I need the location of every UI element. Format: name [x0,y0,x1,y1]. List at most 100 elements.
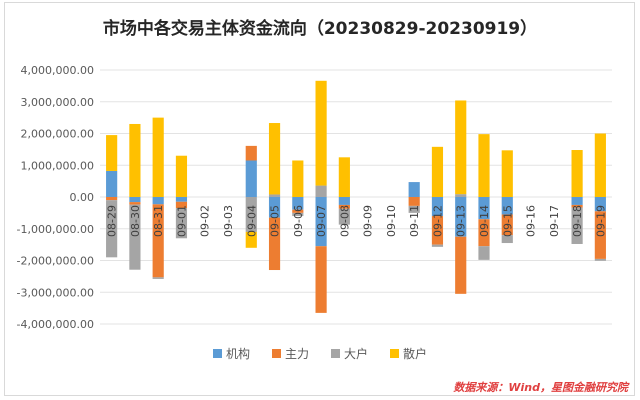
y-tick-label: -1,000,000.00 [17,223,94,236]
bar-segment [455,236,467,294]
bar-segment [152,277,164,279]
bar-segment [106,135,118,171]
y-tick-label: 4,000,000.00 [21,64,94,77]
bar-segment [152,197,164,205]
x-tick-label: 08-29 [106,205,119,237]
bar-segment [106,197,118,201]
bar-segment [129,202,141,205]
x-tick-label: 09-13 [455,205,468,237]
bar-segment [408,205,420,213]
y-axis-tick-labels: 4,000,000.00 3,000,000.00 2,000,000.00 1,00… [17,64,94,331]
x-tick-label: 09-05 [269,205,282,237]
chart-title: 市场中各交易主体资金流向（20230829-20230919） [102,19,538,39]
bar-segment [292,212,304,217]
legend-label: 散户 [403,347,428,361]
bar-segment [315,197,327,247]
bar-segment [571,150,583,197]
bars [106,80,606,313]
bar-segment [338,204,350,209]
x-tick-label: 09-01 [175,205,188,237]
bar-segment [431,244,444,247]
x-axis-tick-labels: 08-29 08-30 08-31 09-01 09-02 09-03 09-04 09-05… [106,205,608,237]
bar-segment [175,201,188,209]
legend-swatch [390,349,400,358]
x-tick-label: 09-08 [338,205,351,237]
legend-swatch [271,349,281,358]
x-tick-label: 09-18 [571,205,584,237]
bar-segment [245,145,257,161]
y-tick-label: -2,000,000.00 [17,255,94,268]
x-tick-label: 09-09 [362,205,375,237]
x-tick-label: 09-15 [501,205,514,237]
bar-segment [152,204,164,278]
bar-segment [315,185,327,197]
bar-segment [338,208,350,225]
y-tick-label: 3,000,000.00 [21,96,94,109]
bar-segment [175,197,188,202]
legend-label: 大户 [344,347,369,361]
x-tick-label: 09-07 [315,205,328,237]
bar-segment [338,157,350,197]
bar-segment [455,197,467,237]
legend-item: 机构 [212,345,250,362]
y-tick-label: 1,000,000.00 [21,159,94,172]
bar-segment [292,197,304,210]
x-tick-label: 08-30 [129,205,142,237]
bar-segment [501,150,513,197]
bar-segment [408,182,420,197]
legend: 机构 主力 大户 散户 [0,345,640,362]
x-tick-label: 09-19 [594,205,607,237]
bar-segment [571,207,583,244]
x-tick-label: 09-12 [431,205,444,237]
bar-segment [292,160,304,197]
bar-segment [594,258,606,261]
bar-segment [268,194,281,197]
bar-segment [431,216,444,245]
source-note: 数据来源：Wind，星图金融研究院 [453,381,628,394]
x-tick-label: 09-14 [478,205,491,237]
x-tick-label: 09-10 [385,205,398,237]
bar-segment [106,170,118,197]
y-tick-label: 0.00 [70,191,95,204]
legend-swatch [212,349,222,358]
x-tick-label: 08-31 [152,205,165,237]
legend-item: 主力 [271,345,309,362]
bar-segment [455,194,467,197]
bar-segment [175,155,188,197]
bar-segment [478,219,490,247]
x-tick-label: 09-04 [245,205,258,237]
legend-swatch [331,349,340,358]
bar-segment [268,217,281,271]
bar-segment [292,209,304,213]
x-tick-label: 09-11 [408,205,421,237]
legend-label: 机构 [225,347,250,361]
bar-segment [478,197,490,220]
bar-segment [245,197,257,232]
bar-segment [106,200,118,258]
bar-segment [129,197,141,203]
legend-label: 主力 [284,347,309,361]
bar-segment [431,146,444,197]
bar-segment [571,204,583,208]
bar-segment [478,134,490,197]
bar-segment [245,160,257,197]
bar-segment [455,100,467,195]
bar-segment [268,123,281,195]
y-tick-label: -3,000,000.00 [17,286,94,299]
bar-segment [571,197,583,205]
bar-segment [268,197,281,218]
bar-segment [501,214,513,236]
bar-segment [408,197,420,206]
bar-segment [129,123,141,197]
bar-segment [431,197,444,217]
bar-segment [594,197,606,212]
bar-segment [152,117,164,197]
y-tick-label: 2,000,000.00 [21,128,94,141]
bar-segment [501,235,513,244]
bar-segment [594,133,606,197]
x-tick-label: 09-16 [525,205,538,237]
legend-item: 大户 [331,345,368,362]
bar-segment [129,204,141,270]
bar-segment [594,211,606,259]
